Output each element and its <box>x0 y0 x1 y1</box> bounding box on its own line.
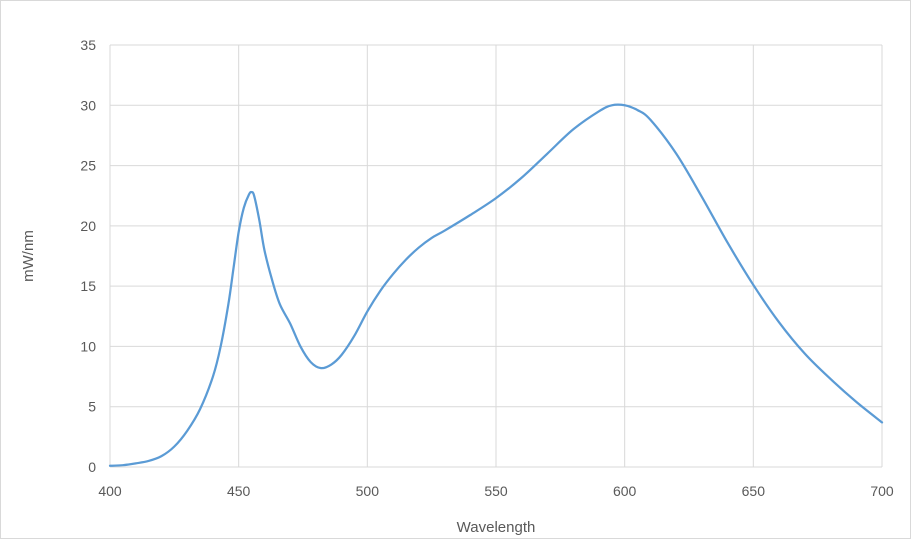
x-tick-label: 650 <box>742 483 766 499</box>
series-layer <box>108 103 884 467</box>
y-tick-label: 5 <box>88 399 96 415</box>
tick-label-layer: 0 5 10 15 20 25 30 35 400 450 500 550 600 650 700 <box>80 37 893 499</box>
x-tick-label: 700 <box>870 483 894 499</box>
y-tick-label: 15 <box>80 278 96 294</box>
x-axis-title: Wavelength <box>457 519 536 536</box>
y-tick-label: 30 <box>80 97 96 113</box>
y-tick-label: 25 <box>80 158 96 174</box>
x-tick-label: 450 <box>227 483 251 499</box>
spectrum-line <box>108 103 884 467</box>
x-tick-label: 600 <box>613 483 637 499</box>
grid-layer <box>109 44 883 468</box>
y-tick-label: 35 <box>80 37 96 53</box>
y-axis-title: mW/nm <box>20 230 37 282</box>
y-tick-label: 0 <box>88 459 96 475</box>
y-tick-label: 10 <box>80 338 96 354</box>
x-tick-label: 500 <box>356 483 380 499</box>
x-tick-label: 400 <box>98 483 122 499</box>
y-tick-label: 20 <box>80 218 96 234</box>
x-tick-label: 550 <box>484 483 508 499</box>
